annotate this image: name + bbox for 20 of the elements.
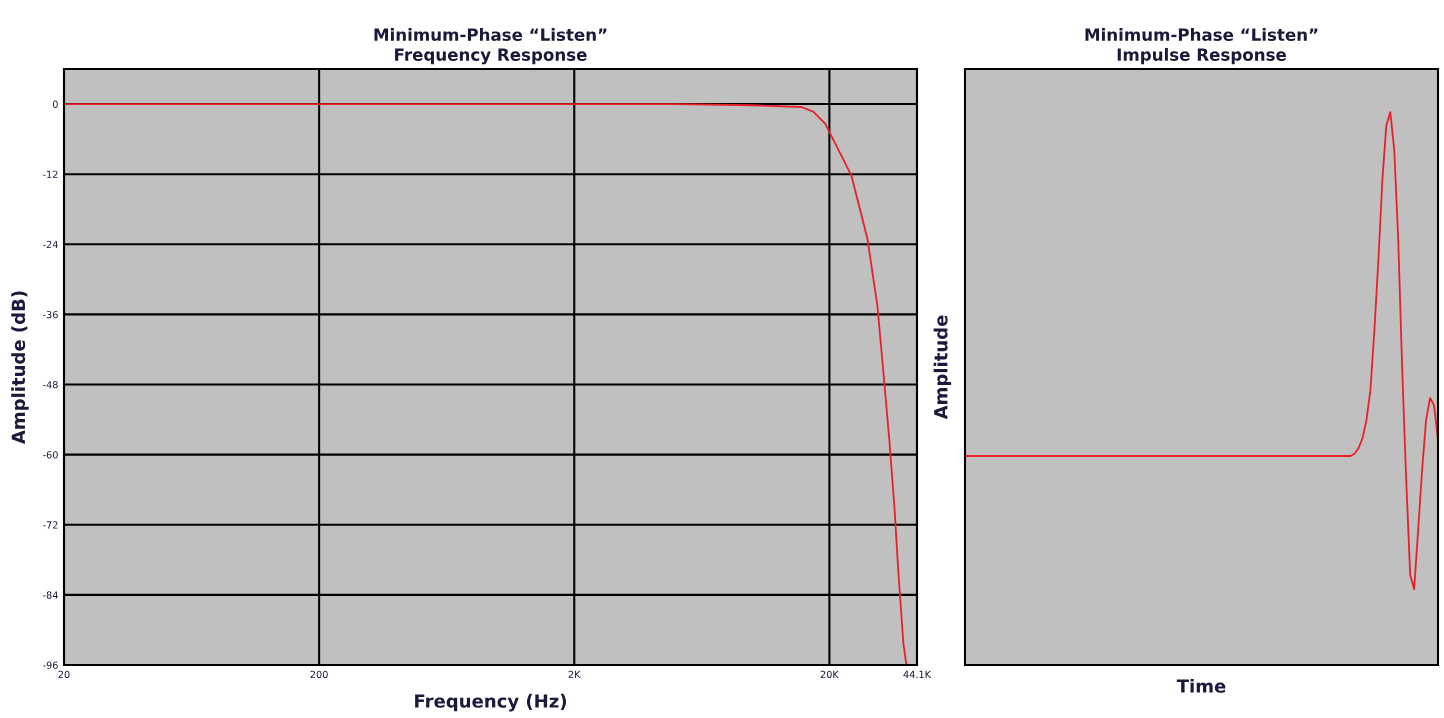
y-tick-label: -12 bbox=[43, 170, 58, 178]
x-tick-label: 2K bbox=[568, 670, 581, 678]
y-tick-label: 0 bbox=[52, 100, 58, 108]
y-tick-label: -72 bbox=[43, 521, 58, 529]
x-axis-title: Time bbox=[1176, 678, 1226, 693]
chart-title: Minimum-Phase “Listen” Frequency Response bbox=[374, 28, 607, 65]
chart-title: Minimum-Phase “Listen” Impulse Response bbox=[1085, 28, 1318, 65]
x-tick-label: 20 bbox=[58, 670, 70, 679]
y-tick-label: -36 bbox=[43, 310, 58, 319]
y-tick-label: -60 bbox=[43, 451, 58, 459]
y-axis-title: Amplitude bbox=[933, 315, 952, 420]
y-tick-label: -96 bbox=[43, 661, 58, 669]
y-tick-label: -48 bbox=[43, 381, 58, 389]
x-tick-label: 44.1K bbox=[903, 670, 932, 678]
y-tick-label: -24 bbox=[43, 240, 58, 248]
x-tick-label: 200 bbox=[310, 670, 328, 679]
x-axis-title: Frequency (Hz) bbox=[415, 693, 566, 712]
x-tick-label: 20K bbox=[820, 670, 839, 679]
y-axis-title: Amplitude (dB) bbox=[11, 291, 29, 445]
y-tick-label: -84 bbox=[43, 591, 58, 599]
